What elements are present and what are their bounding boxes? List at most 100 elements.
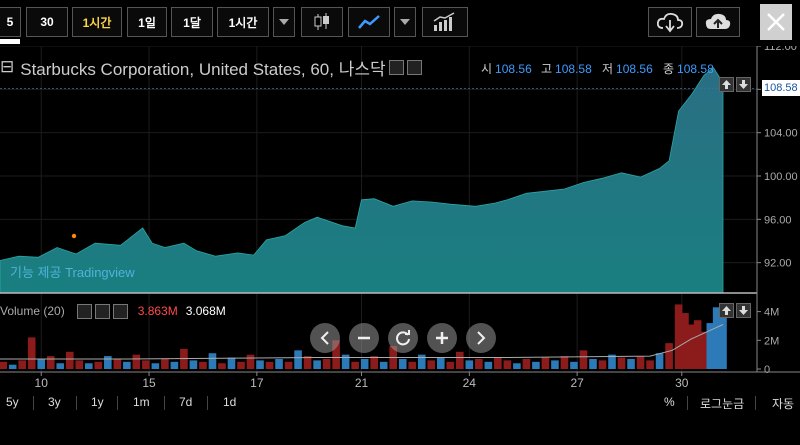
pane-up-button[interactable] xyxy=(719,303,734,318)
volume-bar xyxy=(712,307,721,369)
line-chart-button[interactable] xyxy=(348,7,390,37)
volume-bar xyxy=(494,357,502,369)
eye-icon[interactable] xyxy=(76,303,92,319)
time-axis-label: 17 xyxy=(250,376,264,390)
pane-down-button[interactable] xyxy=(736,77,751,92)
volume-bar xyxy=(636,356,645,369)
volume-bar xyxy=(237,361,245,369)
interval-5-button[interactable]: 5 xyxy=(0,7,21,37)
interval-custom-label: 1시간 xyxy=(228,15,258,30)
reset-chart-button[interactable] xyxy=(388,323,418,353)
pane-down-button[interactable] xyxy=(736,303,751,318)
volume-bar xyxy=(700,331,708,369)
zoom-out-button[interactable] xyxy=(349,323,379,353)
range-7d-button[interactable]: 7d xyxy=(179,395,193,409)
interval-custom-button[interactable]: 1시간 xyxy=(217,7,269,37)
interval-5-label: 5 xyxy=(6,15,14,29)
volume-bar xyxy=(256,360,264,369)
legend-collapse-icon[interactable]: ⊟ xyxy=(0,57,15,76)
series-legend: ⊟ Starbucks Corporation, United States, … xyxy=(0,56,422,79)
volume-bar xyxy=(332,340,340,369)
volume-bar xyxy=(522,358,531,369)
chart-type-dropdown-button[interactable] xyxy=(394,7,416,37)
save-chart-button[interactable] xyxy=(696,7,740,37)
scroll-left-button[interactable] xyxy=(310,323,340,353)
volume-bar xyxy=(189,360,198,369)
volume-bar xyxy=(398,358,407,369)
volume-bar xyxy=(303,356,312,369)
volume-axis: 4M 2M 0 xyxy=(757,307,779,376)
scroll-right-button[interactable] xyxy=(466,323,496,353)
event-marker[interactable] xyxy=(71,233,77,239)
volume-bar xyxy=(151,363,160,369)
interval-1d-button[interactable]: 1일 xyxy=(127,7,167,37)
volume-bar xyxy=(370,356,378,369)
volume-bar xyxy=(681,313,689,369)
percent-scale-button[interactable]: % xyxy=(664,395,675,409)
range-5y-button[interactable]: 5y xyxy=(6,395,19,409)
price-axis-label: 96.00 xyxy=(764,214,792,226)
range-3y-button[interactable]: 3y xyxy=(48,395,61,409)
volume-bar xyxy=(456,351,464,369)
time-axis-label: 27 xyxy=(570,376,584,390)
chevron-right-icon xyxy=(477,331,486,345)
range-1m-button[interactable]: 1m xyxy=(133,395,150,409)
candlestick-icon xyxy=(314,13,329,30)
gear-icon[interactable] xyxy=(94,303,110,319)
indicators-button[interactable] xyxy=(422,7,468,37)
volume-value-2: 3.068M xyxy=(185,304,226,318)
price-axis-label: 92.00 xyxy=(764,258,792,270)
close-icon[interactable] xyxy=(112,303,128,319)
volume-pane-controls xyxy=(719,303,751,318)
range-1d-button[interactable]: 1d xyxy=(223,395,237,409)
auto-scale-button[interactable]: 자동 xyxy=(772,397,795,411)
time-axis-label: 21 xyxy=(355,376,369,390)
volume-bar xyxy=(322,358,331,369)
ohlc-close: 종 108.58 xyxy=(663,60,714,77)
range-1y-button[interactable]: 1y xyxy=(91,395,104,409)
volume-bar xyxy=(0,361,7,369)
tradingview-watermark: 기능 제공 Tradingview xyxy=(10,265,135,280)
interval-1h-label: 1시간 xyxy=(82,15,112,30)
volume-bar xyxy=(341,354,350,369)
close-button[interactable] xyxy=(760,4,792,40)
ohlc-open-value: 108.56 xyxy=(495,62,532,76)
volume-bar xyxy=(37,358,46,369)
zoom-in-button[interactable] xyxy=(427,323,457,353)
interval-30-label: 30 xyxy=(40,15,54,29)
indicator-icon xyxy=(433,12,455,31)
volume-bar xyxy=(142,360,150,369)
volume-bar xyxy=(94,361,103,369)
divider xyxy=(117,396,118,410)
volume-axis-label: 2M xyxy=(764,335,779,347)
volume-bar xyxy=(75,360,84,369)
chevron-down-icon xyxy=(400,19,410,25)
legend-title: Starbucks Corporation, United States, 60… xyxy=(20,59,386,79)
divider xyxy=(164,396,165,410)
interval-dropdown-button[interactable] xyxy=(273,7,295,37)
chart-toolbar: 5 30 1시간 1일 1달 1시간 xyxy=(0,0,800,46)
volume-bar xyxy=(532,361,540,369)
volume-bar xyxy=(218,363,226,369)
last-price-label: 108.58 xyxy=(762,80,800,96)
load-chart-button[interactable] xyxy=(648,7,692,37)
log-scale-button[interactable]: 로그눈금 xyxy=(700,397,745,411)
ohlc-close-key: 종 xyxy=(663,62,675,76)
interval-1m-button[interactable]: 1달 xyxy=(171,7,213,37)
volume-bar xyxy=(123,361,131,369)
volume-bar xyxy=(113,358,122,369)
eye-icon[interactable] xyxy=(388,59,404,75)
volume-bar xyxy=(294,350,302,369)
volume-legend-title: Volume (20) xyxy=(0,304,65,318)
volume-bar xyxy=(665,343,673,369)
interval-1h-button[interactable]: 1시간 xyxy=(72,7,122,37)
volume-bar xyxy=(170,361,179,369)
gear-icon[interactable] xyxy=(406,59,422,75)
volume-bar xyxy=(284,361,293,369)
pane-up-button[interactable] xyxy=(719,77,734,92)
volume-bar xyxy=(8,364,17,369)
candlestick-button[interactable] xyxy=(301,7,343,37)
divider xyxy=(687,396,688,410)
interval-30-button[interactable]: 30 xyxy=(26,7,68,37)
